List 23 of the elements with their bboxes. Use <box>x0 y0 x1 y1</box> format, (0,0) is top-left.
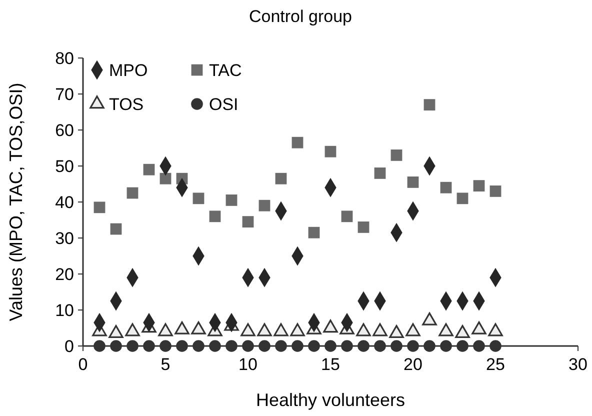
y-axis-title: Values (MPO, TAC, TOS,OSI) <box>6 82 26 322</box>
y-tick-label: 20 <box>55 264 74 284</box>
y-tick-label: 70 <box>55 84 74 104</box>
x-tick-label: 30 <box>568 355 588 374</box>
x-tick-label: 0 <box>78 355 88 374</box>
y-tick-label: 50 <box>55 156 74 176</box>
x-tick-label: 10 <box>238 355 258 374</box>
chart-title: Control group <box>248 7 352 26</box>
legend-label: OSI <box>209 94 238 114</box>
legend-label: TAC <box>209 60 242 80</box>
x-axis-title: Healthy volunteers <box>256 390 406 410</box>
y-tick-label: 0 <box>64 336 74 356</box>
x-tick-label: 25 <box>486 355 505 374</box>
legend-label: TOS <box>109 94 144 114</box>
x-tick-label: 5 <box>160 355 170 374</box>
x-tick-label: 15 <box>321 355 340 374</box>
legend-label: MPO <box>109 60 148 80</box>
y-tick-label: 60 <box>55 120 74 140</box>
y-tick-label: 30 <box>55 228 74 248</box>
y-tick-label: 80 <box>55 48 74 68</box>
y-tick-label: 10 <box>55 300 74 320</box>
y-tick-label: 40 <box>55 192 74 212</box>
x-tick-label: 20 <box>404 355 422 374</box>
